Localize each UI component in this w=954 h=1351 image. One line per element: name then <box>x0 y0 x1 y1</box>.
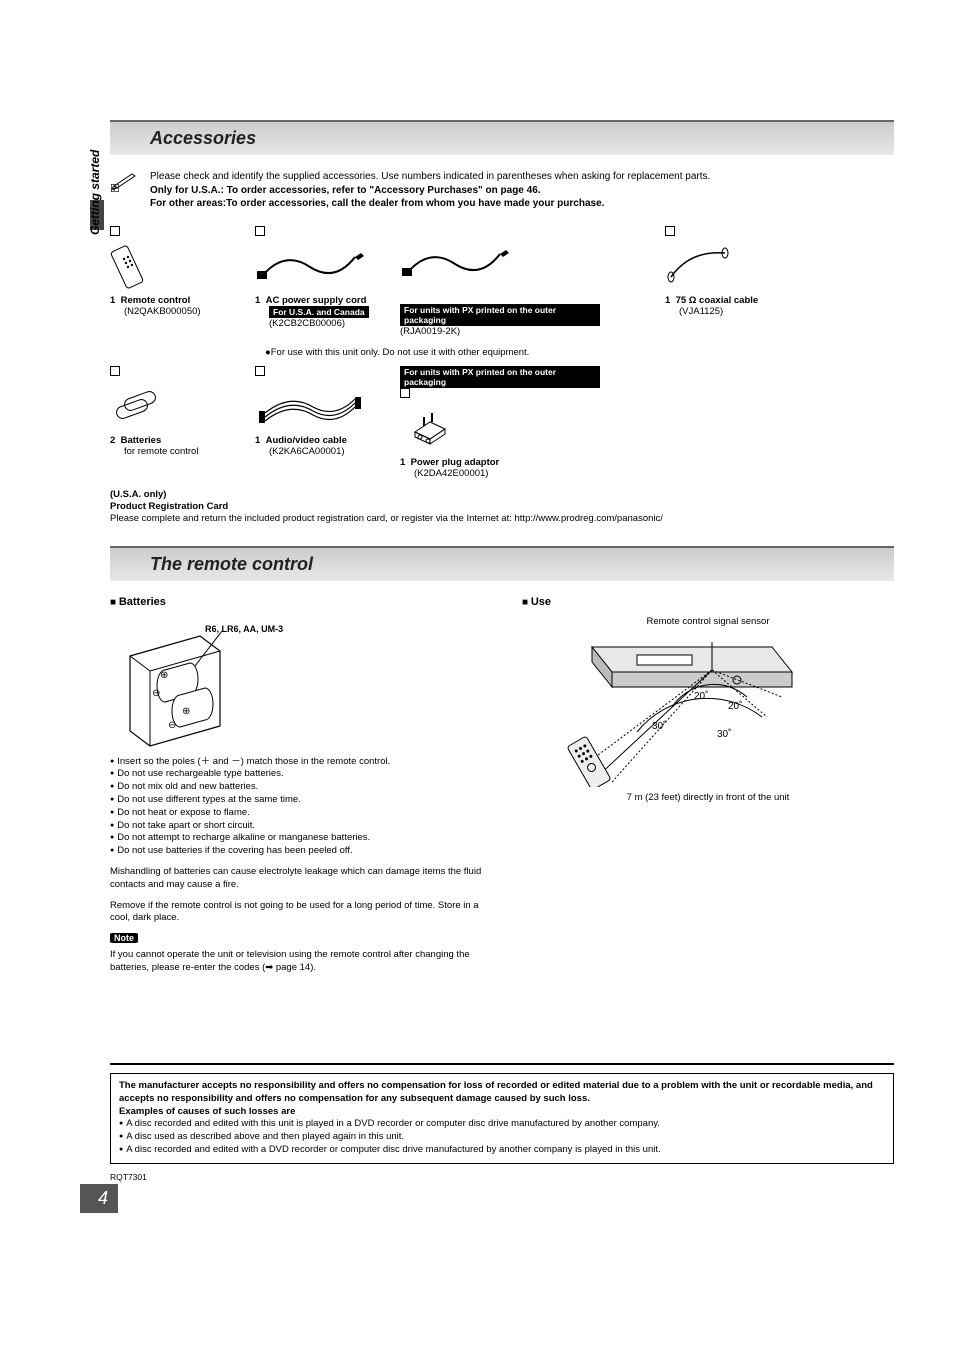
disclaimer-examples-heading: Examples of causes of such losses are <box>119 1106 295 1117</box>
coax-qty: 1 <box>665 295 670 306</box>
batteries-heading: Batteries <box>110 596 482 608</box>
battery-note-text: If you cannot operate the unit or televi… <box>110 949 482 975</box>
power-qty: 1 <box>255 295 260 306</box>
batteries-image <box>110 380 250 430</box>
angle-bl: 30˚ <box>652 720 666 732</box>
power-tag-usa: For U.S.A. and Canada <box>269 306 369 318</box>
intro-line1: Please check and identify the supplied a… <box>150 171 710 182</box>
document-code: RQT7301 <box>110 1172 147 1182</box>
coax-name: 75 Ω coaxial cable <box>676 295 759 306</box>
plug-part: (K2DA42E00001) <box>400 468 600 479</box>
remote-name: Remote control <box>121 295 191 306</box>
acc-av-cable: 1 Audio/video cable (K2KA6CA00001) <box>255 366 395 479</box>
battery-para-1: Mishandling of batteries can cause elect… <box>110 866 482 892</box>
checkbox-icon <box>110 366 120 376</box>
remote-image <box>110 240 250 290</box>
battery-note-item: Do not take apart or short circuit. <box>110 820 482 833</box>
plug-tag: For units with PX printed on the outer p… <box>400 366 600 388</box>
intro-line2: Only for U.S.A.: To order accessories, r… <box>150 185 541 196</box>
reg-card-title: Product Registration Card <box>110 501 228 512</box>
acc-power-2: For units with PX printed on the outer p… <box>400 226 600 337</box>
av-part: (K2KA6CA00001) <box>255 446 395 457</box>
battery-note-item: Do not use rechargeable type batteries. <box>110 768 482 781</box>
disclaimer-box: The manufacturer accepts no responsibili… <box>110 1073 894 1164</box>
battery-note-item: Insert so the poles (＋ and －) match thos… <box>110 756 482 769</box>
checkbox-icon <box>400 388 410 398</box>
battery-type-label: R6, LR6, AA, UM-3 <box>205 624 283 634</box>
power-part-2: (RJA0019-2K) <box>400 326 460 337</box>
power-part-1: (K2CB2CB00006) <box>269 318 345 329</box>
power-tag-px: For units with PX printed on the outer p… <box>400 304 600 326</box>
checkbox-icon <box>665 226 675 236</box>
power-name: AC power supply cord <box>266 295 367 306</box>
battery-note-item: Do not use batteries if the covering has… <box>110 845 482 858</box>
use-diagram: 20˚ 20˚ 30˚ 30˚ <box>522 637 894 787</box>
pencil-check-icon: ☑ <box>110 170 140 196</box>
acc-plug-adaptor: For units with PX printed on the outer p… <box>400 366 600 479</box>
disclaimer-item: A disc used as described above and then … <box>119 1131 885 1144</box>
acc-coax: 1 75 Ω coaxial cable (VJA1125) <box>605 226 894 337</box>
intro-text: Please check and identify the supplied a… <box>150 170 710 211</box>
svg-text:⊖: ⊖ <box>168 720 176 731</box>
disclaimer-main: The manufacturer accepts no responsibili… <box>119 1080 873 1104</box>
remote-header: The remote control <box>110 546 894 581</box>
intro-line3: For other areas:To order accessories, ca… <box>150 198 604 209</box>
note-tag: Note <box>110 933 138 943</box>
svg-text:⊕: ⊕ <box>182 706 190 717</box>
accessories-title: Accessories <box>150 128 884 149</box>
batt-qty: 2 <box>110 435 115 446</box>
acc-batteries: 2 Batteries for remote control <box>110 366 250 479</box>
batt-name: Batteries <box>121 435 162 446</box>
av-cable-image <box>255 380 395 430</box>
coax-part: (VJA1125) <box>665 306 894 317</box>
angle-tl: 20˚ <box>694 690 708 702</box>
battery-note-item: Do not use different types at the same t… <box>110 794 482 807</box>
remote-title: The remote control <box>150 554 884 575</box>
svg-text:⊕: ⊕ <box>160 670 168 681</box>
battery-insert-diagram: R6, LR6, AA, UM-3 ⊕ ⊖ ⊕ ⊖ <box>110 616 482 756</box>
plug-adaptor-image <box>400 402 600 452</box>
battery-note-item: Do not attempt to recharge alkaline or m… <box>110 832 482 845</box>
power-cable-image <box>255 240 395 290</box>
angle-br: 30˚ <box>717 728 731 740</box>
coax-cable-image <box>665 240 894 290</box>
disclaimer-item: A disc recorded and edited with this uni… <box>119 1118 885 1131</box>
power-cord-note: ●For use with this unit only. Do not use… <box>110 347 894 358</box>
plug-name: Power plug adaptor <box>411 457 500 468</box>
checkbox-icon <box>255 366 265 376</box>
reg-usa-only: (U.S.A. only) <box>110 489 166 500</box>
use-column: Use Remote control signal sensor <box>522 596 894 983</box>
remote-part: (N2QAKB000050) <box>110 306 250 317</box>
plug-qty: 1 <box>400 457 405 468</box>
battery-para-2: Remove if the remote control is not goin… <box>110 900 482 926</box>
disclaimer-item: A disc recorded and edited with a DVD re… <box>119 1144 885 1157</box>
page-number: 4 <box>80 1184 118 1213</box>
side-section-label: Getting started <box>88 150 102 235</box>
acc-power-1: 1 AC power supply cord For U.S.A. and Ca… <box>255 226 395 337</box>
batteries-column: Batteries R6, LR6, AA, UM-3 ⊕ ⊖ <box>110 596 482 983</box>
checkbox-icon <box>110 226 120 236</box>
remote-qty: 1 <box>110 295 115 306</box>
av-name: Audio/video cable <box>266 435 347 446</box>
registration-block: (U.S.A. only) Product Registration Card … <box>110 489 894 526</box>
acc-remote: 1 Remote control (N2QAKB000050) <box>110 226 250 337</box>
battery-notes-list: Insert so the poles (＋ and －) match thos… <box>110 756 482 859</box>
power-cable-image-px <box>400 237 600 287</box>
use-distance-label: 7 m (23 feet) directly in front of the u… <box>522 792 894 803</box>
use-caption: Remote control signal sensor <box>522 616 894 627</box>
reg-card-text: Please complete and return the included … <box>110 513 663 524</box>
battery-note-item: Do not mix old and new batteries. <box>110 781 482 794</box>
accessories-header: Accessories <box>110 120 894 155</box>
batt-sub: for remote control <box>110 446 250 457</box>
checkbox-icon <box>255 226 265 236</box>
battery-note-item: Do not heat or expose to flame. <box>110 807 482 820</box>
svg-text:⊖: ⊖ <box>152 688 160 699</box>
av-qty: 1 <box>255 435 260 446</box>
angle-tr: 20˚ <box>728 700 742 712</box>
use-heading: Use <box>522 596 894 608</box>
